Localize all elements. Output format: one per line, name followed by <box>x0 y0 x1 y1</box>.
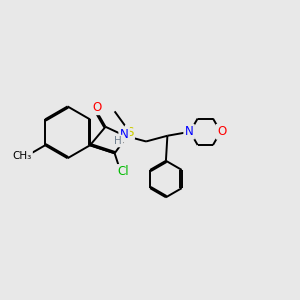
Text: H: H <box>114 136 122 146</box>
Text: N: N <box>120 128 128 141</box>
Text: CH₃: CH₃ <box>12 151 32 160</box>
Text: O: O <box>93 101 102 114</box>
Text: Cl: Cl <box>118 165 129 178</box>
Text: N: N <box>185 125 194 138</box>
Text: S: S <box>126 126 134 139</box>
Text: O: O <box>217 125 226 138</box>
